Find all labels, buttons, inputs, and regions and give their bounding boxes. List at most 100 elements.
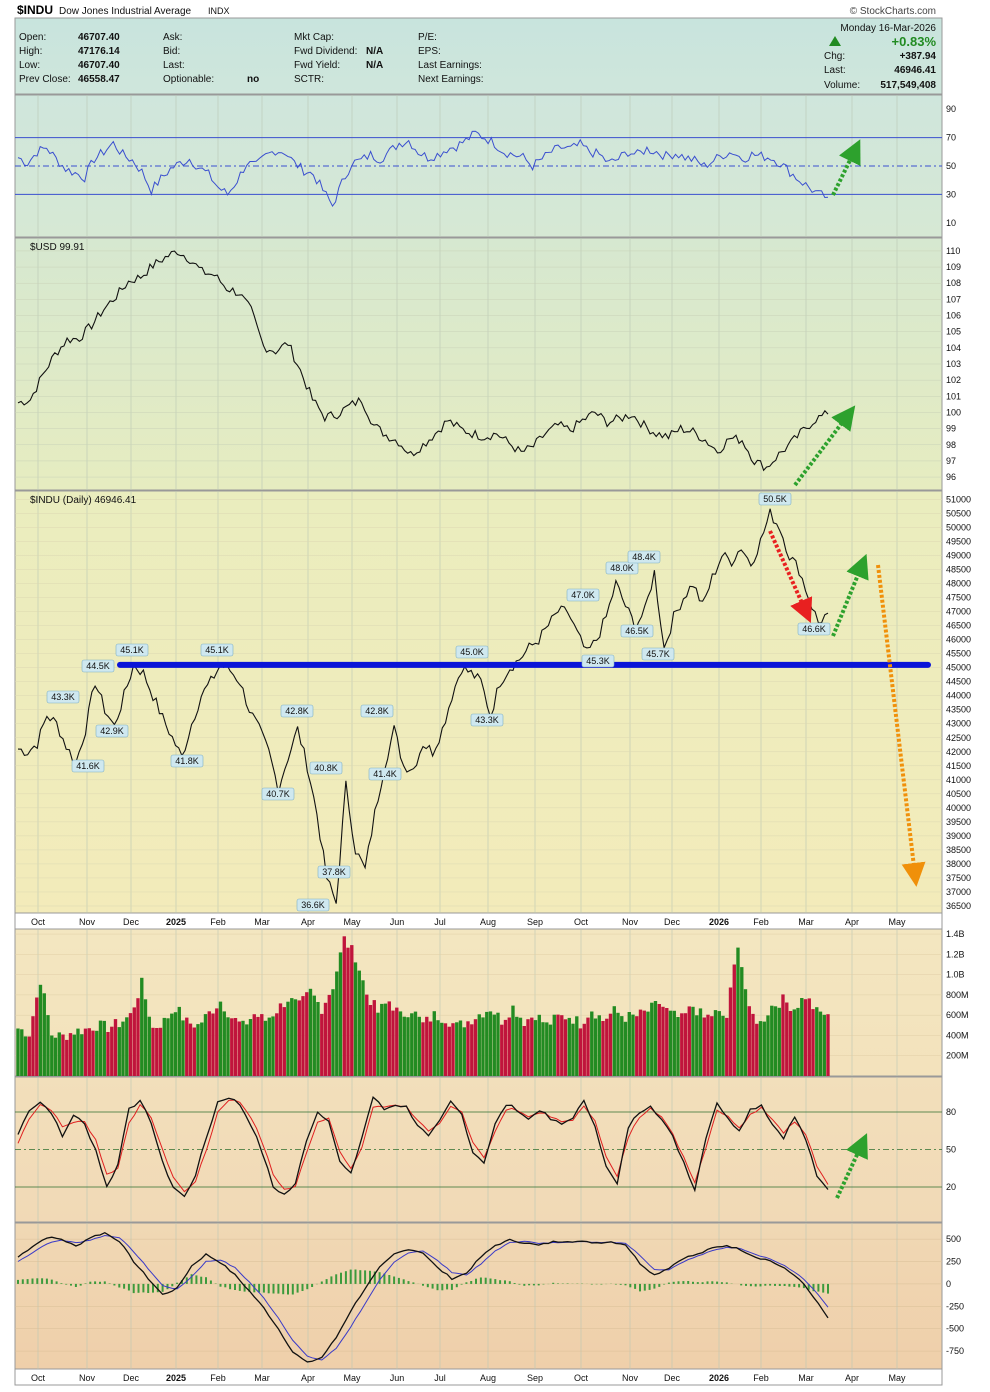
volume-bar [800, 998, 803, 1076]
volume-bar [358, 971, 361, 1076]
macd-histogram-bar [65, 1284, 67, 1285]
macd-histogram-bar [277, 1284, 279, 1294]
volume-bar [350, 945, 353, 1076]
month-label: Sep [527, 917, 543, 927]
volume-bar [665, 1008, 668, 1076]
macd-histogram-bar [480, 1278, 482, 1284]
volume-bar [785, 1003, 788, 1077]
volume-bar [20, 1029, 23, 1076]
quote-mid-label: Last: [163, 60, 185, 71]
price-callout-label: 43.3K [51, 692, 75, 702]
macd-tick-label: -750 [946, 1346, 964, 1356]
usd-tick-label: 96 [946, 472, 956, 482]
index-name: Dow Jones Industrial Average [59, 6, 192, 17]
stochastics-tick-label: 20 [946, 1182, 956, 1192]
price-callout-label: 42.8K [285, 706, 309, 716]
macd-histogram-bar [273, 1284, 275, 1294]
volume-tick-label: 1.2B [946, 949, 965, 959]
volume-bar [170, 1014, 173, 1076]
indu-tick-label: 47500 [946, 593, 971, 603]
volume-bar [399, 1011, 402, 1076]
macd-tick-label: -500 [946, 1324, 964, 1334]
macd-histogram-bar [239, 1284, 241, 1291]
volume-bar [710, 1016, 713, 1076]
volume-bar [324, 1003, 327, 1076]
stochastics-tick-label: 80 [946, 1107, 956, 1117]
volume-bar [616, 1013, 619, 1076]
watermark: © StockCharts.com [850, 6, 936, 17]
quote-mid-value: no [247, 74, 259, 85]
last-value: 46946.41 [894, 65, 936, 76]
month-label: Jul [434, 1373, 446, 1383]
volume-bar [451, 1023, 454, 1076]
volume-bar [523, 1026, 526, 1076]
volume-bar [815, 1007, 818, 1076]
macd-histogram-bar [779, 1284, 781, 1286]
indu-tick-label: 50000 [946, 522, 971, 532]
volume-bar [159, 1028, 162, 1076]
month-label: 2026 [709, 917, 729, 927]
macd-histogram-bar [755, 1284, 757, 1287]
indu-tick-label: 41500 [946, 761, 971, 771]
volume-bar [688, 1006, 691, 1076]
volume-bar [391, 1011, 394, 1076]
indu-tick-label: 42000 [946, 747, 971, 757]
macd-histogram-bar [678, 1281, 680, 1284]
macd-histogram-bar [827, 1284, 829, 1294]
macd-histogram-bar [118, 1284, 120, 1288]
volume-bar [568, 1018, 571, 1076]
macd-histogram-bar [403, 1279, 405, 1284]
volume-bar [28, 1037, 31, 1077]
macd-histogram-bar [490, 1279, 492, 1284]
volume-bar [208, 1011, 211, 1076]
macd-histogram-bar [195, 1275, 197, 1284]
indu-tick-label: 48000 [946, 579, 971, 589]
volume-bar [436, 1020, 439, 1076]
volume-bar [534, 1020, 537, 1076]
volume-bar [279, 1003, 282, 1076]
price-callout-label: 45.1K [205, 645, 229, 655]
quote-mid-label: Ask: [163, 32, 182, 43]
macd-histogram-bar [711, 1281, 713, 1284]
volume-bar [369, 1005, 372, 1076]
volume-bar [763, 1022, 766, 1076]
month-label: Aug [480, 917, 496, 927]
macd-histogram-bar [56, 1281, 58, 1284]
indu-tick-label: 42500 [946, 733, 971, 743]
indu-tick-label: 36500 [946, 901, 971, 911]
volume-label: Volume: [824, 80, 860, 91]
macd-histogram-bar [345, 1271, 347, 1284]
usd-tick-label: 102 [946, 375, 961, 385]
volume-bar [136, 998, 139, 1076]
volume-bar [76, 1029, 79, 1076]
macd-histogram-bar [760, 1284, 762, 1287]
volume-bar [125, 1017, 128, 1076]
volume-bar [706, 1015, 709, 1076]
volume-bar [103, 1021, 106, 1076]
volume-bar [298, 1000, 301, 1076]
volume-bar [793, 1009, 796, 1076]
volume-tick-label: 200M [946, 1051, 969, 1061]
macd-histogram-bar [451, 1284, 453, 1290]
stochastics-tick-label: 50 [946, 1145, 956, 1155]
volume-bar [429, 1022, 432, 1077]
indu-tick-label: 44000 [946, 691, 971, 701]
volume-bar [91, 1031, 94, 1076]
macd-histogram-bar [200, 1277, 202, 1284]
volume-bar [410, 1013, 413, 1076]
volume-bar [646, 1012, 649, 1076]
macd-histogram-bar [147, 1284, 149, 1293]
volume-tick-label: 600M [946, 1010, 969, 1020]
month-label: Aug [480, 1373, 496, 1383]
volume-bar [811, 1009, 814, 1076]
volume-bar [335, 972, 338, 1077]
price-callout-label: 36.6K [301, 900, 325, 910]
volume-bar [620, 1016, 623, 1076]
volume-bar [39, 985, 42, 1076]
volume-bar [380, 1004, 383, 1076]
macd-histogram-bar [297, 1284, 299, 1293]
volume-bar [185, 1018, 188, 1076]
volume-bar [58, 1032, 61, 1076]
indu-tick-label: 38500 [946, 845, 971, 855]
